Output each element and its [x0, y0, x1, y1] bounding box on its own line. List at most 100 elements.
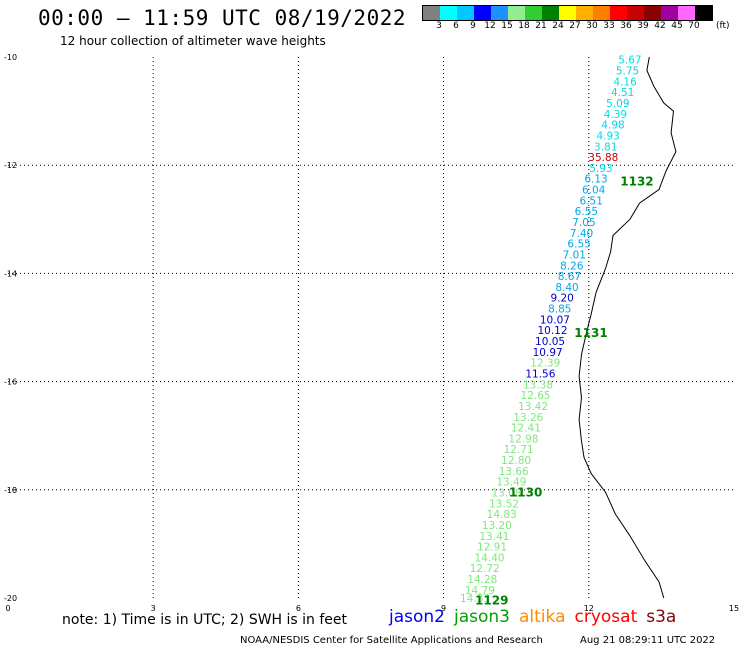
legend-swatch [474, 6, 491, 20]
wave-height-value: 13.38 [523, 379, 553, 391]
y-tick-label: -14 [4, 269, 17, 278]
wave-height-value: 5.75 [616, 66, 639, 78]
wave-height-value: 13.49 [496, 477, 526, 489]
wave-height-value: 14.79 [465, 585, 495, 597]
pass-label: 1129 [475, 594, 508, 608]
pass-label: 1131 [574, 326, 607, 340]
wave-height-value: 10.12 [537, 325, 567, 337]
x-tick-label: 0 [5, 604, 10, 613]
satellite-altika: altika [519, 607, 566, 627]
wave-height-value: 8.26 [560, 260, 584, 272]
x-tick-label: 9 [441, 604, 446, 613]
legend-label: 33 [603, 21, 615, 31]
wave-height-value: 12.80 [501, 455, 531, 467]
wave-height-value: 13.52 [489, 498, 519, 510]
wave-height-value: 12.39 [530, 358, 560, 370]
wave-height-value: 14.33 [460, 593, 490, 605]
wave-height-value: 8.67 [558, 271, 581, 283]
wave-height-value: 6.55 [567, 239, 590, 251]
satellite-jason2: jason2 [389, 607, 445, 627]
wave-height-value: 6.04 [582, 185, 606, 197]
legend-label: 3 [436, 21, 442, 31]
legend-swatch [542, 6, 559, 20]
y-tick-label: -18 [4, 486, 17, 495]
legend-label: 42 [654, 21, 666, 31]
wave-height-value: 8.40 [555, 282, 578, 294]
legend-swatch [695, 6, 712, 20]
satellite-legend: jason2 jason3 altika cryosat s3a [389, 607, 685, 627]
wave-height-value: 9.20 [550, 293, 573, 305]
legend-swatch [525, 6, 542, 20]
wave-height-value: 6.55 [575, 206, 598, 218]
legend-label: 21 [535, 21, 547, 31]
legend-label: 39 [637, 21, 649, 31]
legend-unit: (ft) [716, 21, 730, 31]
x-tick-label: 15 [729, 604, 739, 613]
wave-height-value: 10.05 [535, 336, 565, 348]
legend-swatch [593, 6, 610, 20]
legend-label: 12 [484, 21, 496, 31]
wave-height-value: 4.98 [601, 120, 624, 132]
legend-swatch [661, 6, 678, 20]
y-tick-label: -16 [4, 378, 17, 387]
wave-height-value: 35.88 [588, 152, 618, 164]
generated-timestamp: Aug 21 08:29:11 UTC 2022 [580, 635, 716, 646]
wave-height-value: 6.51 [580, 195, 603, 207]
map-subtitle: 12 hour collection of altimeter wave hei… [60, 34, 326, 48]
x-tick-label: 12 [584, 604, 594, 613]
wave-height-value: 7.05 [572, 217, 595, 229]
legend-label: 6 [453, 21, 459, 31]
legend-label: 18 [518, 21, 530, 31]
wave-height-value: 13.41 [479, 531, 509, 543]
color-legend [422, 5, 713, 21]
wave-height-value: 10.07 [540, 314, 570, 326]
legend-label: 30 [586, 21, 598, 31]
credit-text: NOAA/NESDIS Center for Satellite Applica… [240, 635, 543, 646]
y-tick-label: -12 [4, 161, 17, 170]
wave-height-value: 5.67 [618, 55, 641, 67]
y-tick-label: -10 [4, 53, 17, 62]
wave-height-value: 13.26 [513, 412, 543, 424]
legend-swatch [627, 6, 644, 20]
x-tick-label: 6 [296, 604, 301, 613]
wave-height-value: 6.13 [584, 174, 607, 186]
wave-height-value: 13.20 [482, 520, 512, 532]
wave-height-value: 14.40 [475, 552, 505, 564]
legend-swatch [508, 6, 525, 20]
legend-swatch [610, 6, 627, 20]
y-tick-label: -20 [4, 594, 17, 603]
wave-height-value: 3.81 [594, 141, 617, 153]
satellite-s3a: s3a [646, 607, 677, 627]
legend-swatch [559, 6, 576, 20]
legend-label: 24 [552, 21, 564, 31]
legend-label: 9 [470, 21, 476, 31]
wave-height-value: 14.83 [487, 509, 517, 521]
legend-label: 36 [620, 21, 632, 31]
wave-height-value: 7.40 [570, 228, 593, 240]
legend-label: 70 [688, 21, 700, 31]
pass-label: 1130 [509, 486, 542, 500]
wave-height-value: 5.09 [606, 98, 629, 110]
footnote: note: 1) Time is in UTC; 2) SWH is in fe… [62, 612, 348, 628]
satellite-cryosat: cryosat [574, 607, 638, 627]
legend-swatch [423, 6, 440, 20]
legend-swatch [678, 6, 695, 20]
wave-height-value: 4.16 [613, 76, 637, 88]
legend-label: 27 [569, 21, 581, 31]
wave-height-value: 12.72 [470, 563, 500, 575]
wave-height-value: 12.98 [508, 433, 538, 445]
wave-height-value: 8.85 [548, 304, 571, 316]
wave-height-value: 14.28 [467, 574, 497, 586]
legend-swatch [644, 6, 661, 20]
pass-label: 1132 [620, 174, 653, 188]
wave-height-value: 4.93 [596, 130, 619, 142]
wave-height-value: 4.51 [611, 87, 634, 99]
wave-height-value: 11.56 [525, 368, 555, 380]
wave-height-value: 12.91 [477, 542, 507, 554]
wave-height-value: 4.39 [604, 109, 627, 121]
legend-label: 45 [671, 21, 683, 31]
wave-height-value: 12.71 [504, 444, 534, 456]
wave-height-value: 12.41 [511, 423, 541, 435]
legend-swatch [440, 6, 457, 20]
